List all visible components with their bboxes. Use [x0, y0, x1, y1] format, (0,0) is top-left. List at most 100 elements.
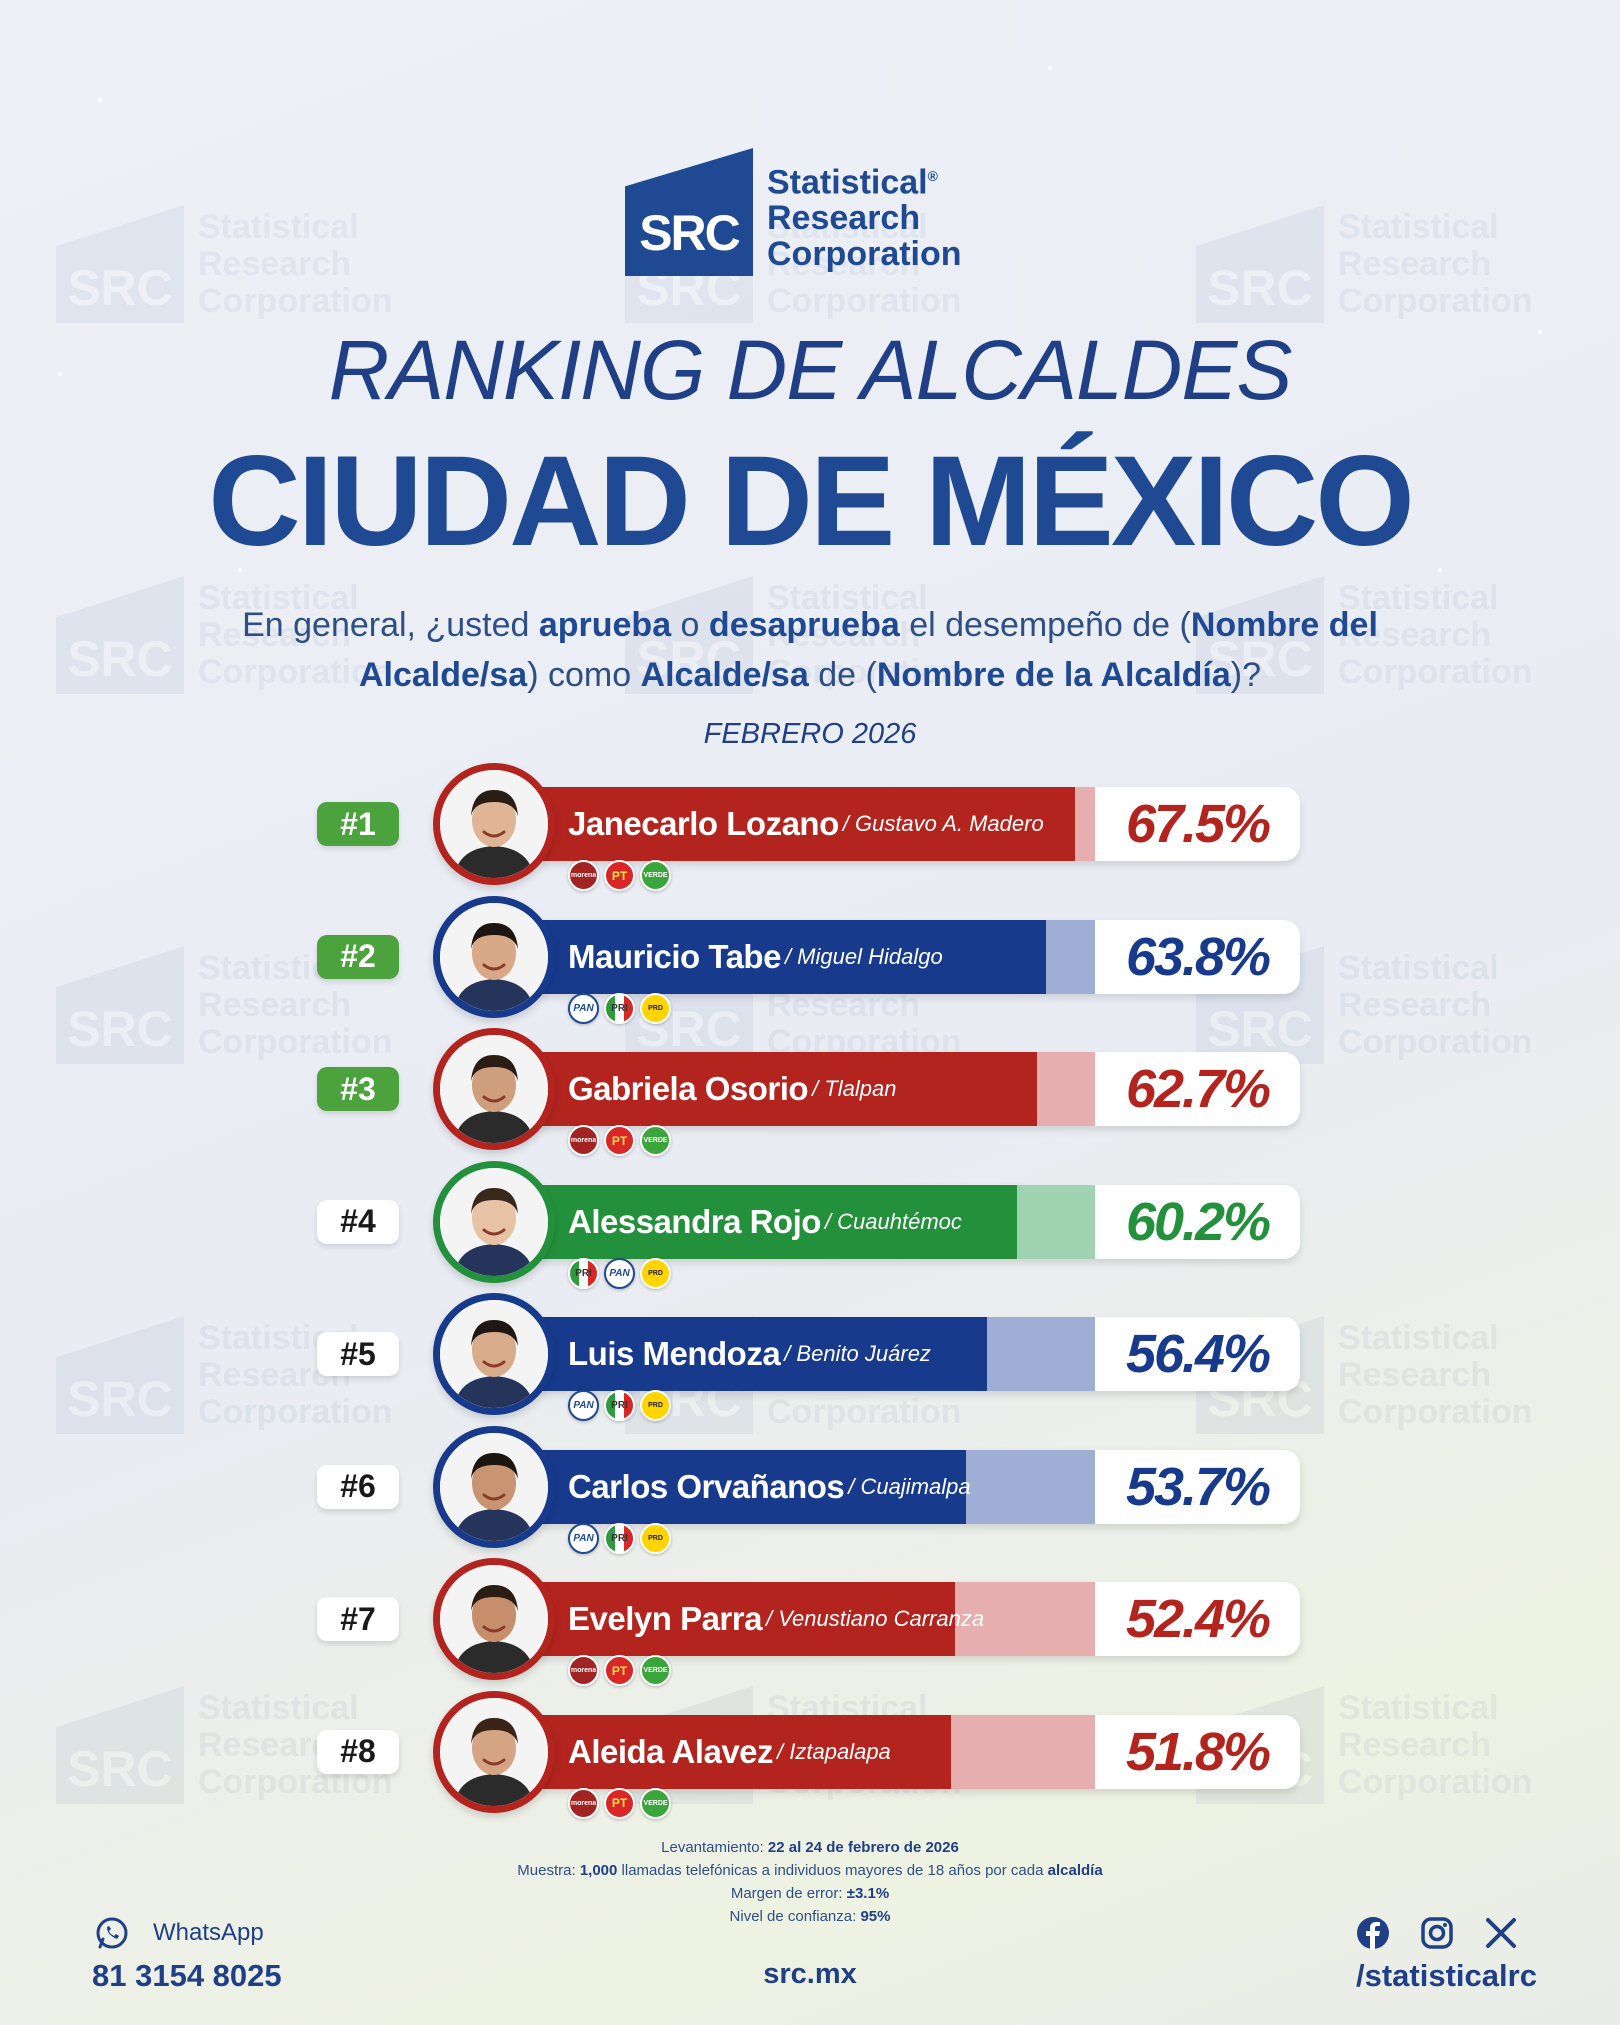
watermark-line: Corporation [1338, 281, 1533, 320]
phone-number[interactable]: 81 3154 8025 [92, 1958, 282, 1993]
question-bold: desaprueba [708, 606, 900, 644]
meta-value: ±3.1% [846, 1885, 890, 1902]
question-text: )? [1230, 656, 1262, 694]
approval-value: 51.8% [1125, 1721, 1271, 1782]
meta-label: Muestra: [517, 1862, 580, 1879]
mayor-label: Carlos Orvañanos / Cuajimalpa [568, 1450, 971, 1524]
whatsapp-contact[interactable]: WhatsApp [95, 1916, 264, 1950]
party-logos: morena PT VERDE [568, 860, 671, 891]
rank-badge: #5 [317, 1332, 399, 1376]
watermark-mark: SRC [56, 205, 184, 323]
party-logos: morena PT VERDE [568, 1125, 671, 1156]
portrait-icon [440, 1035, 548, 1143]
meta-label: Margen de error: [730, 1885, 847, 1902]
bar-fill [540, 919, 1046, 994]
party-logos: PRI PAN PRD [568, 1257, 671, 1289]
party-logos: morena PT VERDE [568, 1787, 671, 1819]
whatsapp-icon [96, 1917, 128, 1949]
sparkle-dot [58, 372, 62, 376]
brand-line-1: Statistical [767, 163, 928, 201]
question-text: En general, ¿usted [242, 606, 539, 644]
party-logo-verde-icon: VERDE [640, 1655, 671, 1686]
portrait-icon [440, 770, 548, 878]
question-text: ) como [527, 656, 641, 694]
party-logo-pan-icon: PAN [604, 1257, 635, 1289]
social-handle[interactable]: /statisticalrc [1356, 1958, 1537, 1993]
party-logo-morena-icon: morena [568, 1125, 599, 1156]
mayor-avatar [433, 1690, 555, 1813]
party-logo-pan-icon: PAN [568, 1390, 599, 1421]
mayor-avatar [433, 763, 555, 885]
portrait-icon [440, 1697, 548, 1806]
website-link[interactable]: src.mx [763, 1958, 857, 1990]
rank-badge: #2 [317, 934, 399, 979]
party-logo-morena-icon: morena [568, 1787, 599, 1819]
mayor-avatar [433, 1425, 555, 1548]
approval-value: 53.7% [1125, 1456, 1271, 1517]
bar-panel: Carlos Orvañanos / Cuajimalpa 53.7% [540, 1449, 1300, 1524]
brand-line-3: Corporation [767, 235, 962, 273]
watermark-line: Corporation [198, 281, 393, 320]
bar-fill [540, 1449, 966, 1524]
alcaldia-name: / Tlalpan [812, 1076, 897, 1101]
party-logo-prd-icon: PRD [640, 992, 671, 1024]
bar-panel: Luis Mendoza / Benito Juárez 56.4% [540, 1317, 1300, 1391]
sparkle-dot [1048, 66, 1052, 70]
alcaldia-name: / Miguel Hidalgo [784, 943, 943, 969]
portrait-icon [440, 1300, 548, 1408]
bar-fill [540, 1052, 1038, 1126]
registered-mark: ® [927, 167, 938, 184]
approval-value: 56.4% [1125, 1324, 1271, 1384]
party-logo-prd-icon: PRD [640, 1522, 671, 1554]
ranking-row: #1 Janecarlo Lozano / Gustavo A. Madero 67.… [0, 763, 1620, 896]
party-logo-morena-icon: morena [568, 1655, 599, 1686]
party-logo-pt-icon: PT [604, 1125, 635, 1156]
party-logo-pan-icon: PAN [568, 1522, 599, 1554]
x-icon[interactable] [1484, 1916, 1518, 1950]
bar-panel: Janecarlo Lozano / Gustavo A. Madero 67.5% [540, 787, 1300, 861]
meta-label: Levantamiento: [661, 1839, 768, 1856]
ranking-row: #4 Alessandra Rojo / Cuauhtémoc 60.2% PRI PAN… [0, 1160, 1620, 1294]
portrait-icon [440, 1565, 548, 1673]
bar-panel: Alessandra Rojo / Cuauhtémoc 60.2% [540, 1184, 1300, 1259]
brand-line-2: Research [767, 199, 921, 237]
meta-label: Nivel de confianza: [729, 1908, 861, 1925]
mayor-label: Alessandra Rojo / Cuauhtémoc [568, 1185, 962, 1259]
alcaldia-name: / Iztapalapa [777, 1738, 891, 1764]
mayor-name: Alessandra Rojo [568, 1202, 821, 1240]
bar-panel: Evelyn Parra / Venustiano Carranza 52.4% [540, 1582, 1300, 1656]
question-bold: aprueba [538, 606, 672, 644]
party-logo-pri-icon: PRI [604, 992, 635, 1024]
question-bold: Alcalde/sa [640, 656, 809, 694]
bar-fill [540, 1714, 951, 1789]
party-logos: PAN PRI PRD [568, 1522, 671, 1554]
bar-track [540, 919, 1095, 994]
watermark-line: Corporation [767, 281, 962, 320]
alcaldia-name: / Cuauhtémoc [824, 1208, 962, 1234]
approval-value: 60.2% [1125, 1191, 1271, 1252]
bar-panel: Mauricio Tabe / Miguel Hidalgo 63.8% [540, 919, 1300, 994]
watermark-mark: SRC [1196, 205, 1324, 323]
rank-badge: #4 [317, 1199, 399, 1244]
approval-value: 63.8% [1125, 926, 1271, 987]
mayor-label: Gabriela Osorio / Tlalpan [568, 1052, 896, 1126]
methodology-notes: Levantamiento: 22 al 24 de febrero de 20… [0, 1836, 1620, 1928]
meta-value: alcaldía [1047, 1862, 1103, 1879]
party-logo-prd-icon: PRD [640, 1257, 671, 1289]
facebook-icon[interactable] [1356, 1916, 1390, 1950]
mayor-avatar [433, 1160, 555, 1283]
instagram-icon[interactable] [1420, 1916, 1454, 1950]
survey-period: FEBRERO 2026 [703, 718, 917, 750]
bar-track [540, 1714, 1095, 1789]
bar-panel: Aleida Alavez / Iztapalapa 51.8% [540, 1714, 1300, 1789]
ranking-row: #5 Luis Mendoza / Benito Juárez 56.4% PAN PRI… [0, 1293, 1620, 1426]
mayor-label: Evelyn Parra / Venustiano Carranza [568, 1582, 984, 1656]
approval-value: 52.4% [1125, 1589, 1271, 1649]
mayor-name: Aleida Alavez [568, 1732, 774, 1770]
ranking-row: #8 Aleida Alavez / Iztapalapa 51.8% morena PT… [0, 1690, 1620, 1824]
social-icons [1356, 1916, 1518, 1950]
party-logo-pan-icon: PAN [568, 992, 599, 1024]
